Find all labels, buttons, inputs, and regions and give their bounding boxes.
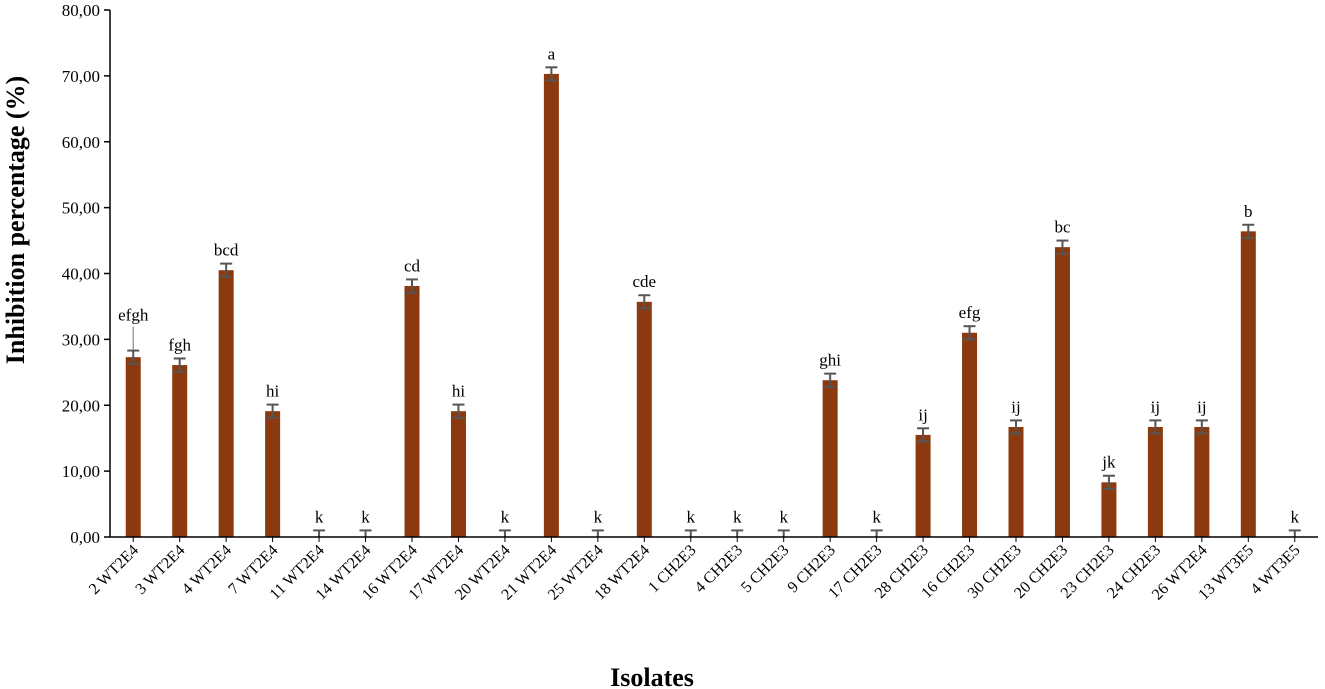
significance-letter: k	[315, 507, 324, 526]
significance-letter: k	[733, 507, 742, 526]
bar	[1194, 426, 1210, 537]
significance-letter: ij	[918, 405, 927, 424]
significance-letter: k	[594, 507, 603, 526]
bar	[1054, 247, 1070, 537]
error-bars-group	[127, 66, 1301, 537]
significance-letter: hi	[452, 382, 466, 401]
bar	[543, 73, 559, 538]
x-tick-label: 4 WT3E5	[1247, 542, 1303, 598]
error-bar	[266, 403, 279, 419]
error-bar	[870, 529, 883, 537]
y-axis-title: Inhibition percentage (%)	[1, 76, 30, 364]
significance-letter: ij	[1011, 397, 1020, 416]
error-bar	[1288, 529, 1301, 537]
significance-letter: bc	[1054, 218, 1071, 237]
x-axis-title: Isolates	[610, 663, 694, 689]
error-bar	[498, 529, 511, 537]
x-tick-label: 4 WT2E4	[179, 542, 235, 598]
y-tick-label: 40,00	[62, 265, 100, 284]
error-bar	[1056, 239, 1069, 255]
bar	[218, 270, 234, 537]
error-bar	[591, 529, 604, 537]
bar	[962, 332, 978, 537]
significance-letter: k	[1291, 507, 1300, 526]
significance-letter: k	[501, 507, 510, 526]
y-tick-label: 80,00	[62, 1, 100, 20]
bar	[1147, 426, 1163, 537]
error-bar	[127, 349, 140, 365]
error-bar	[1102, 474, 1115, 490]
bar	[822, 380, 838, 537]
error-bar	[777, 529, 790, 537]
x-tick-label: 1 CH2E3	[645, 542, 699, 596]
y-axis: 0,00 10,00 20,00 30,00 40,00 50,00 60,00 70,00 8…	[62, 1, 111, 547]
error-bar	[1242, 223, 1255, 239]
y-tick-label: 60,00	[62, 133, 100, 152]
significance-letter: a	[548, 44, 556, 63]
bar	[265, 411, 281, 537]
error-bar	[963, 325, 976, 341]
significance-letter: jk	[1101, 453, 1116, 472]
significance-letter: cde	[633, 272, 657, 291]
bar	[125, 357, 141, 537]
error-bar	[1010, 419, 1022, 435]
y-tick-label: 20,00	[62, 396, 100, 415]
x-tick-label: 4 CH2E3	[692, 542, 746, 596]
x-tick-label: 5 CH2E3	[738, 542, 792, 596]
significance-letter: fgh	[168, 335, 191, 354]
error-bar	[313, 529, 326, 537]
error-bar	[638, 294, 651, 310]
bar	[915, 434, 931, 537]
significance-letter: k	[687, 507, 696, 526]
error-bar	[917, 427, 930, 443]
error-bar	[359, 529, 372, 537]
error-bar	[684, 529, 697, 537]
significance-letter: bcd	[214, 241, 239, 260]
y-tick-label: 30,00	[62, 330, 100, 349]
significance-letter: b	[1244, 202, 1253, 221]
significance-letter: ghi	[819, 351, 841, 370]
significance-letter: hi	[266, 382, 280, 401]
error-bar	[731, 529, 744, 537]
significance-letter: efg	[959, 303, 981, 322]
error-bar	[406, 278, 418, 294]
bar	[1240, 231, 1256, 537]
y-tick-label: 50,00	[62, 199, 100, 218]
error-bar	[220, 262, 233, 278]
y-tick-label: 70,00	[62, 67, 100, 86]
x-tick-label: 2 WT2E4	[86, 542, 142, 598]
bars-group	[125, 73, 1256, 538]
bar	[1101, 482, 1117, 537]
bar	[404, 286, 420, 537]
significance-letter: ij	[1197, 397, 1206, 416]
error-bar	[173, 357, 186, 373]
bar	[450, 411, 466, 537]
bar	[1008, 426, 1024, 537]
significance-letter: k	[779, 507, 788, 526]
significance-letter: k	[361, 507, 370, 526]
bar	[172, 365, 188, 537]
x-tick-label: 3 WT2E4	[132, 542, 188, 598]
significance-letter: ij	[1151, 397, 1160, 416]
error-bar	[1149, 419, 1162, 435]
error-bar	[824, 372, 837, 388]
y-tick-label: 0,00	[70, 528, 100, 547]
error-bar	[452, 403, 465, 419]
significance-letter: efgh	[118, 306, 149, 325]
error-bar	[1195, 419, 1208, 435]
significance-letter: cd	[404, 256, 421, 275]
bar	[636, 301, 652, 537]
significance-letter: k	[872, 507, 881, 526]
error-bar	[545, 66, 558, 82]
y-tick-label: 10,00	[62, 462, 100, 481]
